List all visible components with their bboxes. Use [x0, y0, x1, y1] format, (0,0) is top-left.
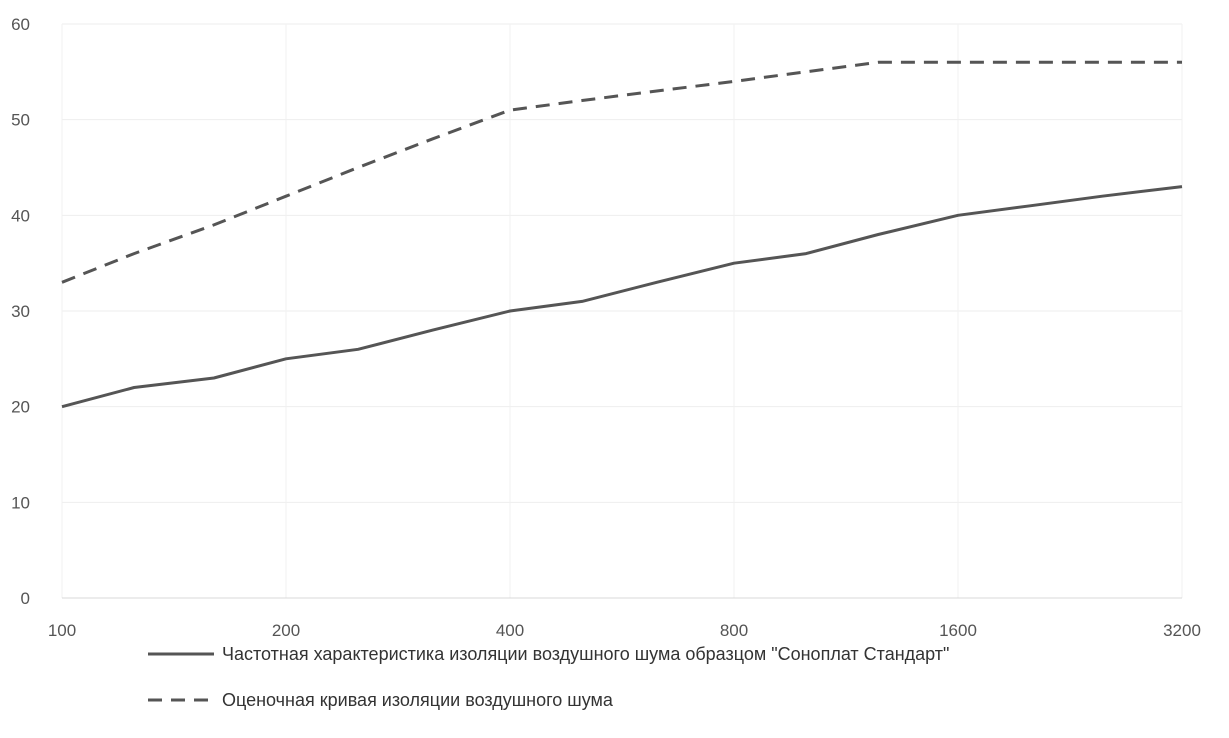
- x-tick-label: 400: [496, 621, 524, 640]
- y-axis-ticks: 0 10 20 30 40 50 60: [11, 15, 30, 608]
- x-axis-ticks: 100 200 400 800 1600 3200: [48, 621, 1201, 640]
- series-lines: [61, 60, 1183, 409]
- y-tick-label: 20: [11, 398, 30, 417]
- series-line-2: [61, 60, 1182, 284]
- grid-lines: [61, 23, 1183, 599]
- y-tick-label: 40: [11, 206, 30, 225]
- x-tick-label: 1600: [939, 621, 977, 640]
- y-tick-label: 0: [21, 589, 30, 608]
- x-tick-label: 100: [48, 621, 76, 640]
- legend-label-2: Оценочная кривая изоляции воздушного шум…: [222, 690, 614, 710]
- legend-label-1: Частотная характеристика изоляции воздуш…: [222, 644, 949, 664]
- x-tick-label: 800: [720, 621, 748, 640]
- legend: Частотная характеристика изоляции воздуш…: [148, 644, 949, 710]
- y-tick-label: 50: [11, 111, 30, 130]
- series-line-1: [61, 185, 1183, 409]
- y-tick-label: 30: [11, 302, 30, 321]
- legend-item-2: Оценочная кривая изоляции воздушного шум…: [148, 690, 614, 710]
- y-tick-label: 10: [11, 493, 30, 512]
- y-tick-label: 60: [11, 15, 30, 34]
- x-tick-label: 3200: [1163, 621, 1201, 640]
- legend-item-1: Частотная характеристика изоляции воздуш…: [148, 644, 949, 664]
- x-tick-label: 200: [272, 621, 300, 640]
